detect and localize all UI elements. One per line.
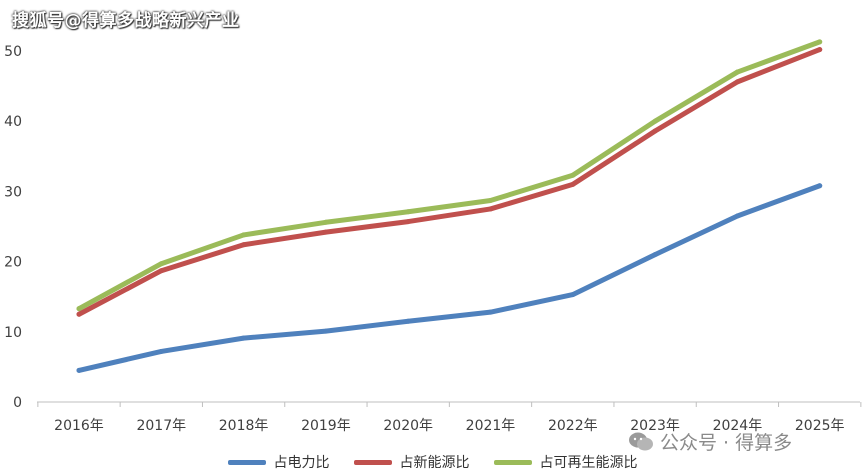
y-tick-label: 40 <box>4 114 22 130</box>
watermark-top: 搜狐号@得算多战略新兴产业 <box>12 11 240 31</box>
data-point <box>570 292 576 298</box>
data-point <box>405 318 411 324</box>
y-axis: 0 10 20 30 40 50 <box>4 44 22 411</box>
data-point <box>570 181 576 187</box>
legend-item: 占新能源比 <box>353 452 470 472</box>
legend-item: 占可再生能源比 <box>493 452 638 472</box>
wechat-logo-icon <box>629 432 653 450</box>
data-point <box>652 118 658 124</box>
data-point <box>241 242 247 248</box>
data-point <box>570 172 576 178</box>
data-point <box>817 39 823 45</box>
data-point <box>76 306 82 312</box>
data-point <box>241 232 247 238</box>
legend-swatch <box>493 459 532 465</box>
x-tick-label: 2017年 <box>136 418 186 434</box>
series-layer <box>76 39 823 373</box>
data-point <box>734 79 740 85</box>
watermark-bottom-text: 公众号 · 得算多 <box>660 432 793 454</box>
data-point <box>323 328 329 334</box>
x-tick-label: 2018年 <box>219 418 269 434</box>
data-point <box>817 47 823 53</box>
data-point <box>734 69 740 75</box>
data-point <box>158 261 164 267</box>
x-tick-label: 2020年 <box>383 418 433 434</box>
data-point <box>488 206 493 212</box>
data-point <box>817 183 823 189</box>
series-line-1 <box>76 47 823 317</box>
data-point <box>405 219 411 225</box>
data-point <box>76 367 82 373</box>
x-tick-label: 2025年 <box>795 418 845 434</box>
legend-label: 占可再生能源比 <box>539 455 638 471</box>
y-tick-label: 10 <box>4 325 22 341</box>
data-point <box>734 213 740 219</box>
x-tick-label: 2016年 <box>54 418 104 434</box>
legend-label: 占新能源比 <box>399 455 470 471</box>
data-point <box>405 209 411 215</box>
x-tick-label: 2021年 <box>466 418 516 434</box>
data-point <box>488 309 493 315</box>
watermark-bottom: 公众号 · 得算多 <box>628 428 792 455</box>
series-line-2 <box>76 39 823 312</box>
data-point <box>158 268 164 274</box>
x-tick-label: 2022年 <box>548 418 598 434</box>
series-line-0 <box>76 183 823 373</box>
y-tick-label: 0 <box>13 395 22 411</box>
data-point <box>323 229 329 235</box>
legend-swatch <box>353 459 392 465</box>
legend-swatch <box>227 459 266 465</box>
data-point <box>652 252 658 258</box>
data-point <box>488 198 493 204</box>
legend-label: 占电力比 <box>273 455 330 471</box>
x-axis: 2016年 2017年 2018年 2019年 2020年 2021年 2022年 2023年… <box>37 401 862 434</box>
data-point <box>241 335 247 341</box>
data-point <box>323 219 329 225</box>
y-tick-label: 20 <box>4 255 22 271</box>
x-tick-label: 2023年 <box>630 418 680 434</box>
legend: 占电力比 占新能源比 占可再生能源比 <box>0 452 865 472</box>
x-tick-label: 2019年 <box>301 418 351 434</box>
data-point <box>76 311 82 317</box>
x-tick-label: 2024年 <box>713 418 763 434</box>
data-point <box>158 348 164 354</box>
y-tick-label: 50 <box>4 44 22 60</box>
legend-item: 占电力比 <box>227 452 330 472</box>
y-tick-label: 30 <box>4 184 22 200</box>
data-point <box>652 128 658 134</box>
